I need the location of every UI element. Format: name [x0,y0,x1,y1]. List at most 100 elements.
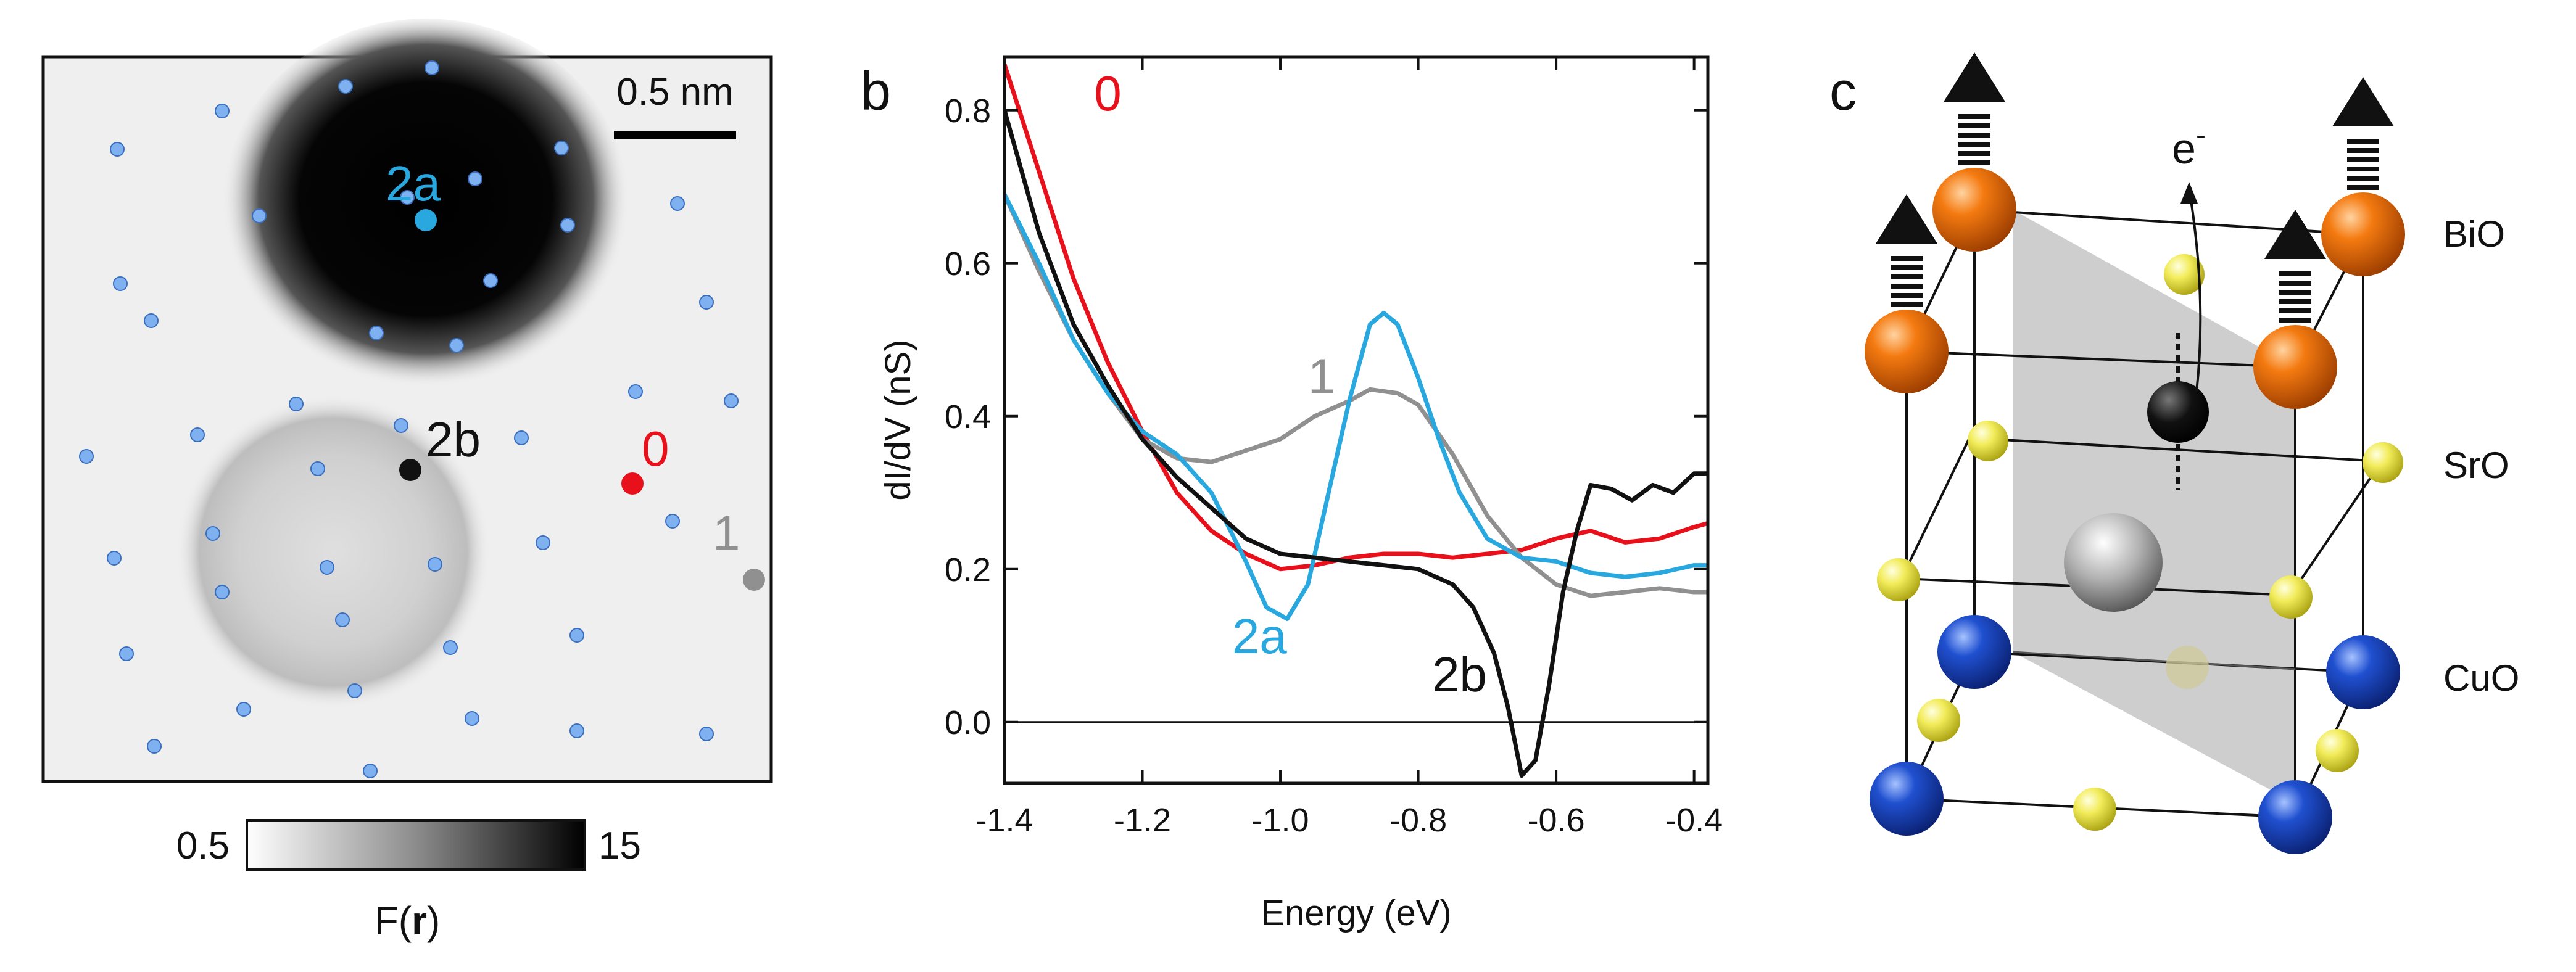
lattice-site [560,218,575,233]
y-tick-label: 0.0 [945,704,991,741]
spectra-chart: -1.4 -1.2 -1.0 -0.8 -0.6 -0.4 0.0 0.2 0.4 0.6 0.8 E… [878,55,1723,933]
lattice-site [483,273,498,288]
lattice-site [113,276,128,291]
x-tick-label: -0.4 [1665,802,1723,839]
chart-axes [1003,55,1710,785]
lattice-site [468,171,482,186]
marker-2a-label: 2a [386,156,441,211]
series-line-2b [1004,109,1708,778]
y-tick-label: 0.4 [945,398,991,435]
x-tick-label: -1.2 [1114,802,1171,839]
spin-up-arrow [1944,52,2005,165]
y-tick-label: 0.6 [945,245,991,282]
lattice-site [443,640,458,655]
marker-2b-dot [399,459,421,481]
x-tick-label: -1.4 [975,802,1033,839]
lattice-site [449,338,464,353]
lattice-site [665,514,680,529]
colorbar-gradient [246,819,586,871]
lattice-site [215,585,230,599]
lattice-site [514,430,529,445]
lattice-site [670,196,685,211]
y-tick-label: 0.2 [945,551,991,588]
spin-up-arrow [1876,194,1937,307]
series-annotation-0: 0 [1094,66,1122,121]
marker-1-label: 1 [713,506,740,561]
lattice-site [236,702,251,717]
lattice-sites [79,60,739,778]
lattice-site [144,313,159,328]
marker-0-label: 0 [642,421,669,476]
lattice-site [724,393,739,408]
electron-site [2147,381,2209,443]
layer-label-cuo: CuO [2443,657,2519,699]
lattice-site [347,683,362,698]
lattice-site [320,560,334,575]
marker-0-dot [621,472,644,495]
bismuth-atoms [1865,168,2405,409]
y-axis-label: dI/dV (nS) [878,339,918,500]
panel-b-label: b [861,60,891,122]
lattice-site [289,397,304,411]
series-line-2a [1004,193,1708,621]
lattice-site [119,646,134,661]
series-annotation-1: 1 [1308,349,1336,404]
lattice-site [699,727,714,741]
spin-up-arrow [2332,77,2394,190]
lattice-site [147,739,162,754]
layer-label-sro: SrO [2443,445,2509,486]
lattice-site [363,764,378,778]
crystal-model: e- BiO SrO CuO [1865,52,2519,854]
spin-arrow-set [1876,52,2394,323]
lattice-site [338,79,353,94]
lattice-site [569,723,584,738]
series-line-0 [1004,64,1708,572]
series-annotation-2a: 2a [1232,609,1287,664]
shaded-plane [2013,210,2295,803]
x-tick-label: -0.8 [1389,802,1447,839]
lattice-site [335,612,350,627]
chart-series [1004,64,1708,778]
copper-atoms [1870,615,2400,854]
lattice-site [369,326,384,340]
lattice-site [569,628,584,643]
plot-frame [1003,55,1710,785]
lattice-site [310,461,325,476]
x-axis-label: Energy (eV) [1261,893,1451,933]
lattice-site [79,449,94,464]
spin-up-arrow [2264,210,2326,323]
layer-label-bio: BiO [2443,213,2505,255]
lattice-site [425,60,439,75]
lattice-site [400,190,415,205]
lattice-site [699,295,714,310]
oxygen-atoms [1877,254,2403,831]
scale-bar-label: 0.5 nm [616,71,734,113]
colorbar-min-label: 0.5 [176,825,230,867]
lattice-site [107,551,122,566]
y-tick-label: 0.8 [945,93,991,130]
impurity-dark-region-2a [222,19,629,395]
lattice-site [536,535,550,550]
x-tick-label: -0.6 [1528,802,1585,839]
colorbar: 0.5 15 F(r) [176,819,641,943]
lattice-site [252,208,267,223]
scale-bar [614,131,736,139]
lattice-site [428,557,442,572]
marker-2b-label: 2b [426,412,481,467]
lattice-site [465,711,479,726]
panel-c-label: c [1829,60,1857,122]
central-defect-sphere [2064,513,2163,612]
colorbar-max-label: 15 [598,825,641,867]
marker-1-dot [743,569,765,591]
lattice-site [215,104,230,118]
lattice-site [110,142,125,157]
lattice-site [190,427,205,442]
series-annotation-2b: 2b [1432,647,1487,702]
electron-label: e- [2172,119,2206,173]
lattice-site [394,418,408,433]
colorbar-title: F(r) [375,899,441,943]
lattice-site [628,384,643,399]
lattice-site [205,526,220,541]
x-tick-label: -1.0 [1252,802,1309,839]
